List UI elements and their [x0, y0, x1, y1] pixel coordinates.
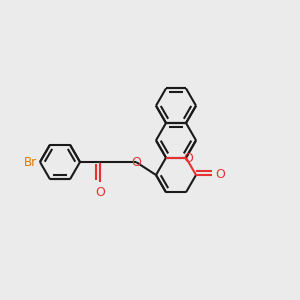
Text: O: O: [215, 169, 225, 182]
Text: Br: Br: [24, 155, 37, 169]
Text: O: O: [183, 152, 193, 165]
Text: O: O: [131, 155, 141, 169]
Text: O: O: [95, 186, 105, 199]
